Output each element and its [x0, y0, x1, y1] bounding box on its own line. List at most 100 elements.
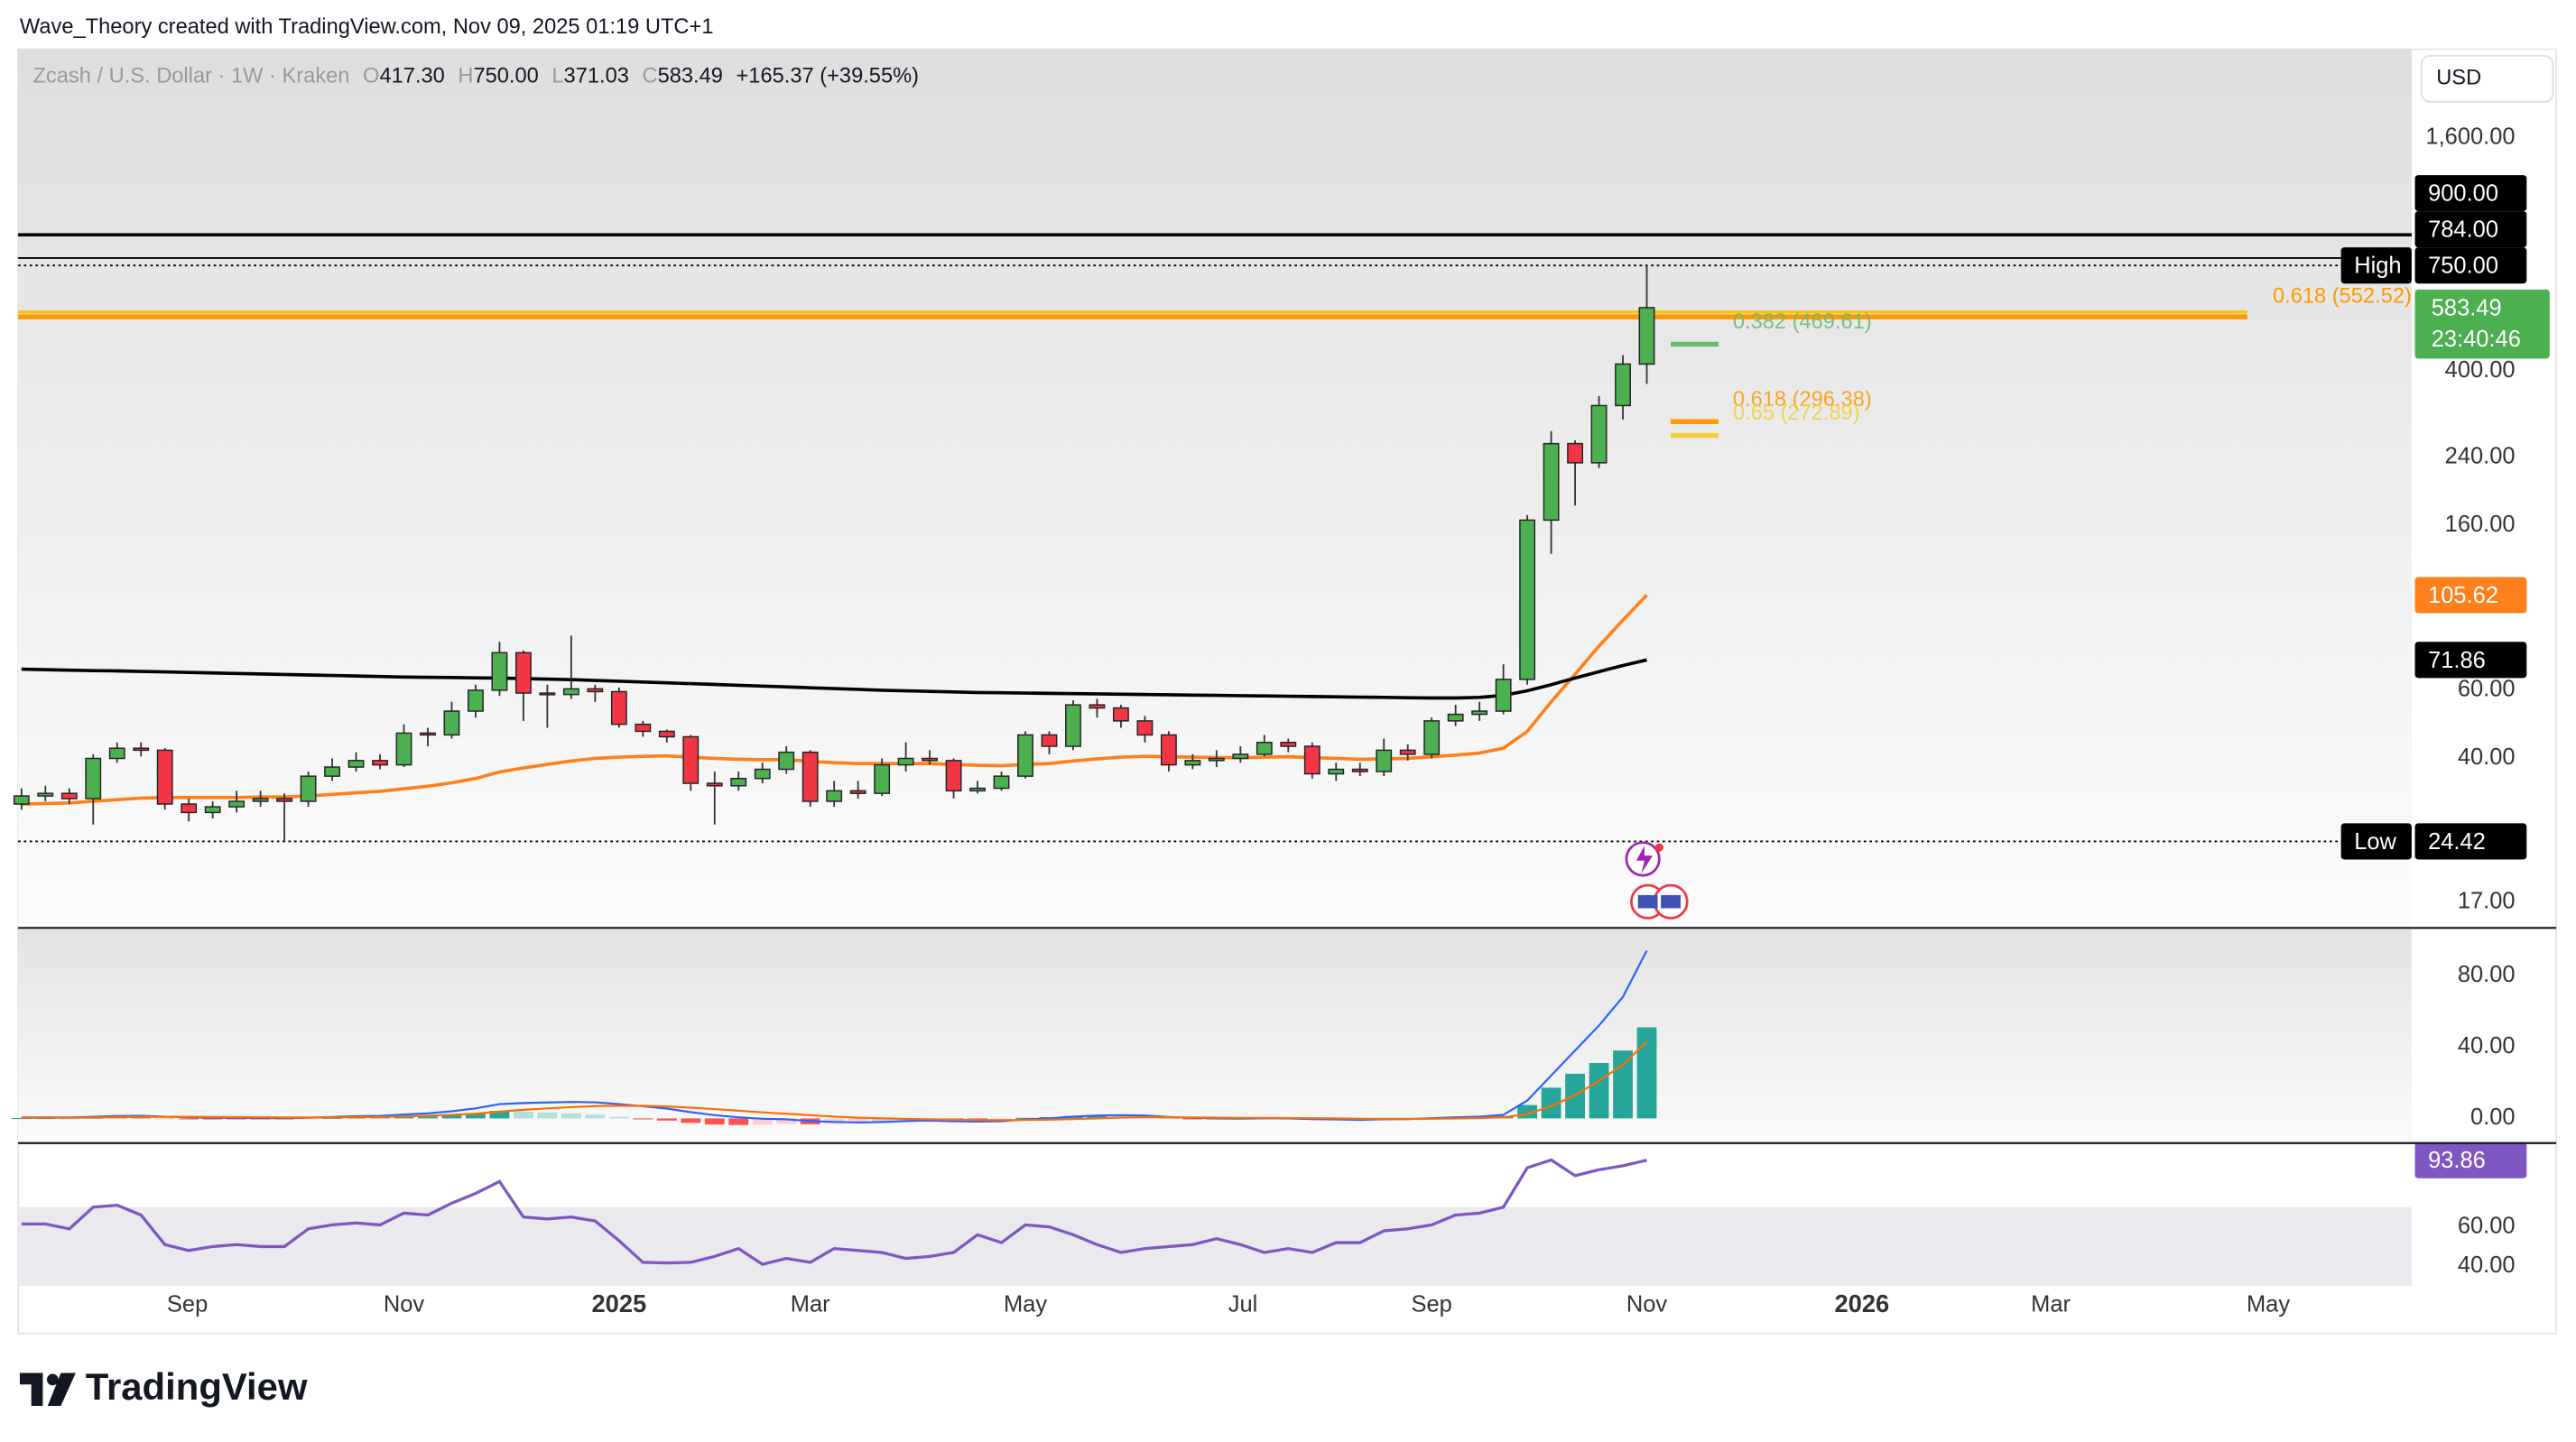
macd-histogram-bar	[704, 1118, 725, 1125]
macd-histogram-bar	[227, 1118, 247, 1120]
y-tick-label: 1,600.00	[2425, 125, 2515, 150]
x-tick-label: Nov	[384, 1292, 425, 1317]
level-name-tag: Low	[2354, 829, 2396, 855]
candle-body	[181, 803, 198, 814]
macd-histogram-bar	[1182, 1118, 1203, 1120]
candle-body	[1399, 749, 1416, 755]
macd-histogram-bar	[561, 1113, 581, 1119]
macd-histogram-bar	[585, 1114, 606, 1119]
rsi-band	[18, 1206, 2412, 1287]
currency-button[interactable]	[2420, 54, 2554, 103]
y-tick-label: 240.00	[2445, 443, 2516, 468]
candle-body	[252, 798, 269, 802]
candle-body	[60, 792, 78, 800]
macd-histogram-bar	[656, 1118, 677, 1121]
candle-body	[514, 652, 532, 694]
candle-body	[1065, 704, 1081, 747]
symbol-title: Zcash / U.S. Dollar · 1W · Kraken	[32, 65, 349, 88]
rsi-line	[21, 1158, 1647, 1266]
candle-body	[1615, 363, 1631, 407]
candle-body	[706, 782, 723, 787]
candle-body	[133, 747, 150, 752]
macd-histogram-bar	[298, 1118, 319, 1120]
x-tick-label: Jul	[1228, 1292, 1258, 1317]
moving-average	[21, 658, 1647, 700]
candle-body	[1376, 749, 1393, 772]
macd-histogram-bar	[537, 1112, 558, 1119]
candle-body	[156, 749, 173, 805]
macd-histogram-bar	[728, 1118, 749, 1125]
macd-histogram-bar	[991, 1118, 1012, 1120]
x-tick-label: Sep	[167, 1292, 208, 1317]
level-tag-bg	[2414, 823, 2527, 860]
ohlc-value: 583.49	[658, 65, 723, 88]
x-tick-label: 2026	[1834, 1289, 1889, 1317]
candle-body	[347, 760, 365, 768]
y-tick-label: 400.00	[2445, 357, 2516, 383]
candle-body	[1017, 734, 1033, 777]
line-value-tag: 71.86	[2428, 648, 2486, 673]
macd-histogram-bar	[441, 1114, 462, 1119]
level-tag-bg	[2414, 247, 2527, 284]
macd-line	[21, 1040, 1648, 1122]
fib-label: 0.65 (272.89)	[1733, 402, 1860, 425]
y-tick-label: 80.00	[2458, 962, 2516, 987]
candle-body	[1543, 442, 1560, 522]
macd-histogram-bar	[11, 1117, 32, 1120]
x-tick-label: Sep	[1412, 1292, 1452, 1317]
candle-body	[826, 790, 843, 802]
candle-body	[443, 710, 460, 736]
x-tick-label: Mar	[2031, 1292, 2071, 1317]
x-tick-label: Nov	[1626, 1292, 1668, 1317]
candle-body	[85, 757, 102, 800]
brand: TradingView	[86, 1365, 308, 1408]
macd-histogram-bar	[59, 1118, 79, 1120]
candle-body	[658, 730, 675, 738]
macd-histogram-bar	[202, 1118, 223, 1120]
ohlc-letter: C	[642, 65, 657, 88]
currency[interactable]: USD	[2436, 67, 2481, 90]
candle-body	[372, 760, 388, 766]
ohlc-letter: L	[551, 65, 563, 88]
level-tag-bg	[2414, 211, 2527, 248]
candle-body	[849, 790, 866, 794]
candle-body	[1495, 679, 1512, 712]
fib-label: 0.618 (552.52)	[2273, 285, 2412, 309]
y-tick-label: 40.00	[2458, 1033, 2516, 1058]
candle-body	[1447, 713, 1464, 722]
candle-body	[1113, 707, 1129, 722]
ohlc-letter: O	[363, 65, 379, 88]
candle-body	[1519, 519, 1536, 680]
x-tick-label: 2025	[591, 1289, 646, 1317]
macd-histogram-bar	[872, 1118, 893, 1123]
macd-histogram-bar	[848, 1118, 868, 1123]
y-tick-label: 0.00	[2470, 1105, 2516, 1130]
credit: Wave_Theory created with TradingView.com…	[20, 15, 714, 39]
line-value-tag-bg	[2414, 642, 2527, 679]
level-tag: 784.00	[2428, 217, 2498, 243]
candle-body	[395, 732, 412, 766]
line-value-tag-bg	[2414, 577, 2527, 614]
macd-histogram-bar	[1589, 1063, 1609, 1119]
line-value-tag: 105.62	[2428, 583, 2498, 608]
macd-histogram-bar	[1636, 1027, 1657, 1119]
candle-body	[276, 798, 293, 802]
ohlc-value: 371.03	[564, 65, 629, 88]
candle-body	[1136, 720, 1154, 736]
price-tag-bg	[2414, 289, 2550, 359]
candle-body	[539, 692, 556, 696]
rsi-tag-bg	[2414, 1142, 2527, 1179]
candle-body	[610, 690, 627, 726]
candle-body	[945, 760, 962, 792]
candle-body	[204, 806, 221, 814]
macd-histogram-bar	[513, 1111, 533, 1119]
candle-body	[562, 688, 579, 696]
main-pane	[18, 49, 2412, 929]
macd-histogram-bar	[466, 1113, 486, 1119]
y-tick-label: 40.00	[2458, 744, 2516, 770]
candle-body	[1184, 760, 1201, 766]
candle-body	[1208, 757, 1225, 762]
candle-body	[754, 768, 771, 780]
macd-histogram-bar	[608, 1116, 629, 1119]
candle-body	[1089, 704, 1106, 709]
